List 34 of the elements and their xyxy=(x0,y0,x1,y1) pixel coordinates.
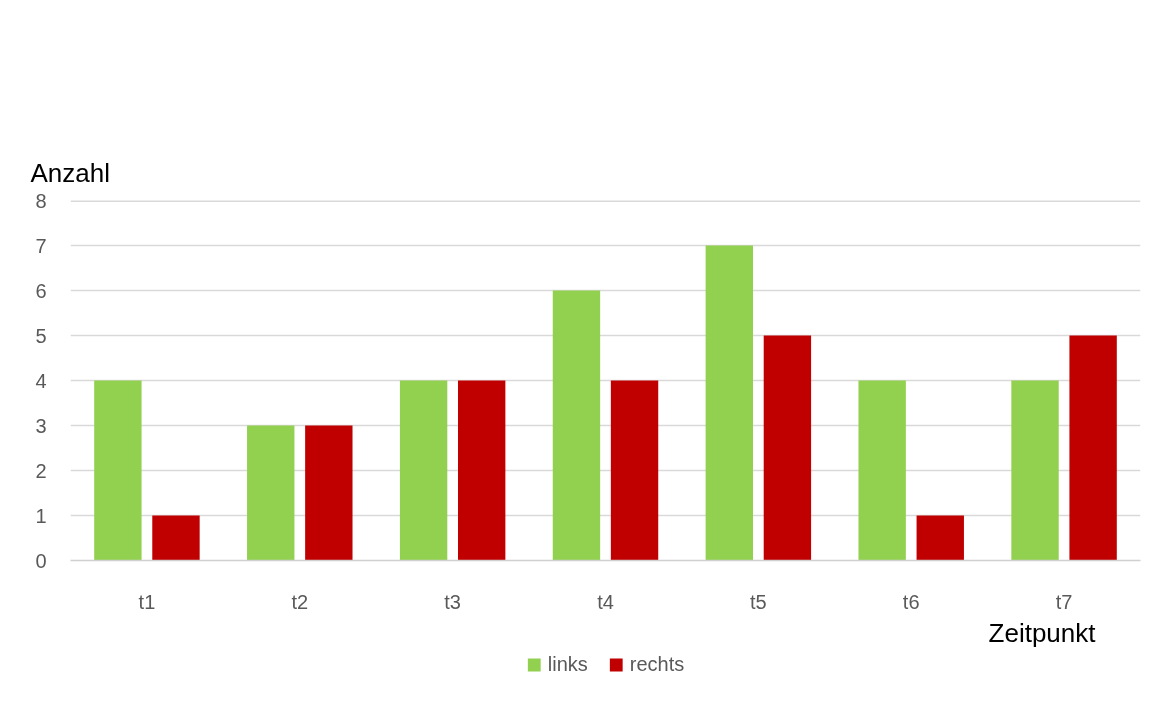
y-tick-label: 5 xyxy=(35,324,47,347)
y-tick-label: 2 xyxy=(35,459,47,482)
y-tick-label: 6 xyxy=(35,279,47,302)
bar xyxy=(763,335,812,561)
x-tick-label: t7 xyxy=(1055,590,1073,613)
bar xyxy=(1011,380,1059,561)
bar xyxy=(610,380,659,561)
bar xyxy=(457,380,506,561)
bar xyxy=(152,515,200,561)
x-tick-label: t5 xyxy=(750,590,767,613)
x-tick-label: t4 xyxy=(597,590,614,613)
y-tick-label: 1 xyxy=(35,504,47,527)
x-tick-label: t3 xyxy=(444,590,461,613)
x-tick-label: t2 xyxy=(291,590,309,613)
y-tick-label: 4 xyxy=(35,369,47,392)
bar xyxy=(916,515,964,561)
y-tick-label: 3 xyxy=(35,414,47,437)
bar xyxy=(705,245,754,561)
x-tick-label: t6 xyxy=(902,590,920,613)
x-axis-title: Zeitpunkt xyxy=(988,617,1097,648)
bar xyxy=(1069,335,1117,561)
bar xyxy=(305,425,353,561)
y-tick-label: 0 xyxy=(35,549,47,572)
legend-label: rechts xyxy=(629,652,685,676)
bar xyxy=(399,380,448,561)
bar xyxy=(94,380,142,561)
bar xyxy=(247,425,295,561)
x-tick-label: t1 xyxy=(138,590,156,613)
bar xyxy=(552,290,601,561)
bar xyxy=(858,380,906,561)
y-tick-label: 7 xyxy=(35,234,47,257)
y-tick-label: 8 xyxy=(35,189,47,212)
y-axis-title: Anzahl xyxy=(30,157,110,188)
legend-label: links xyxy=(547,652,588,676)
